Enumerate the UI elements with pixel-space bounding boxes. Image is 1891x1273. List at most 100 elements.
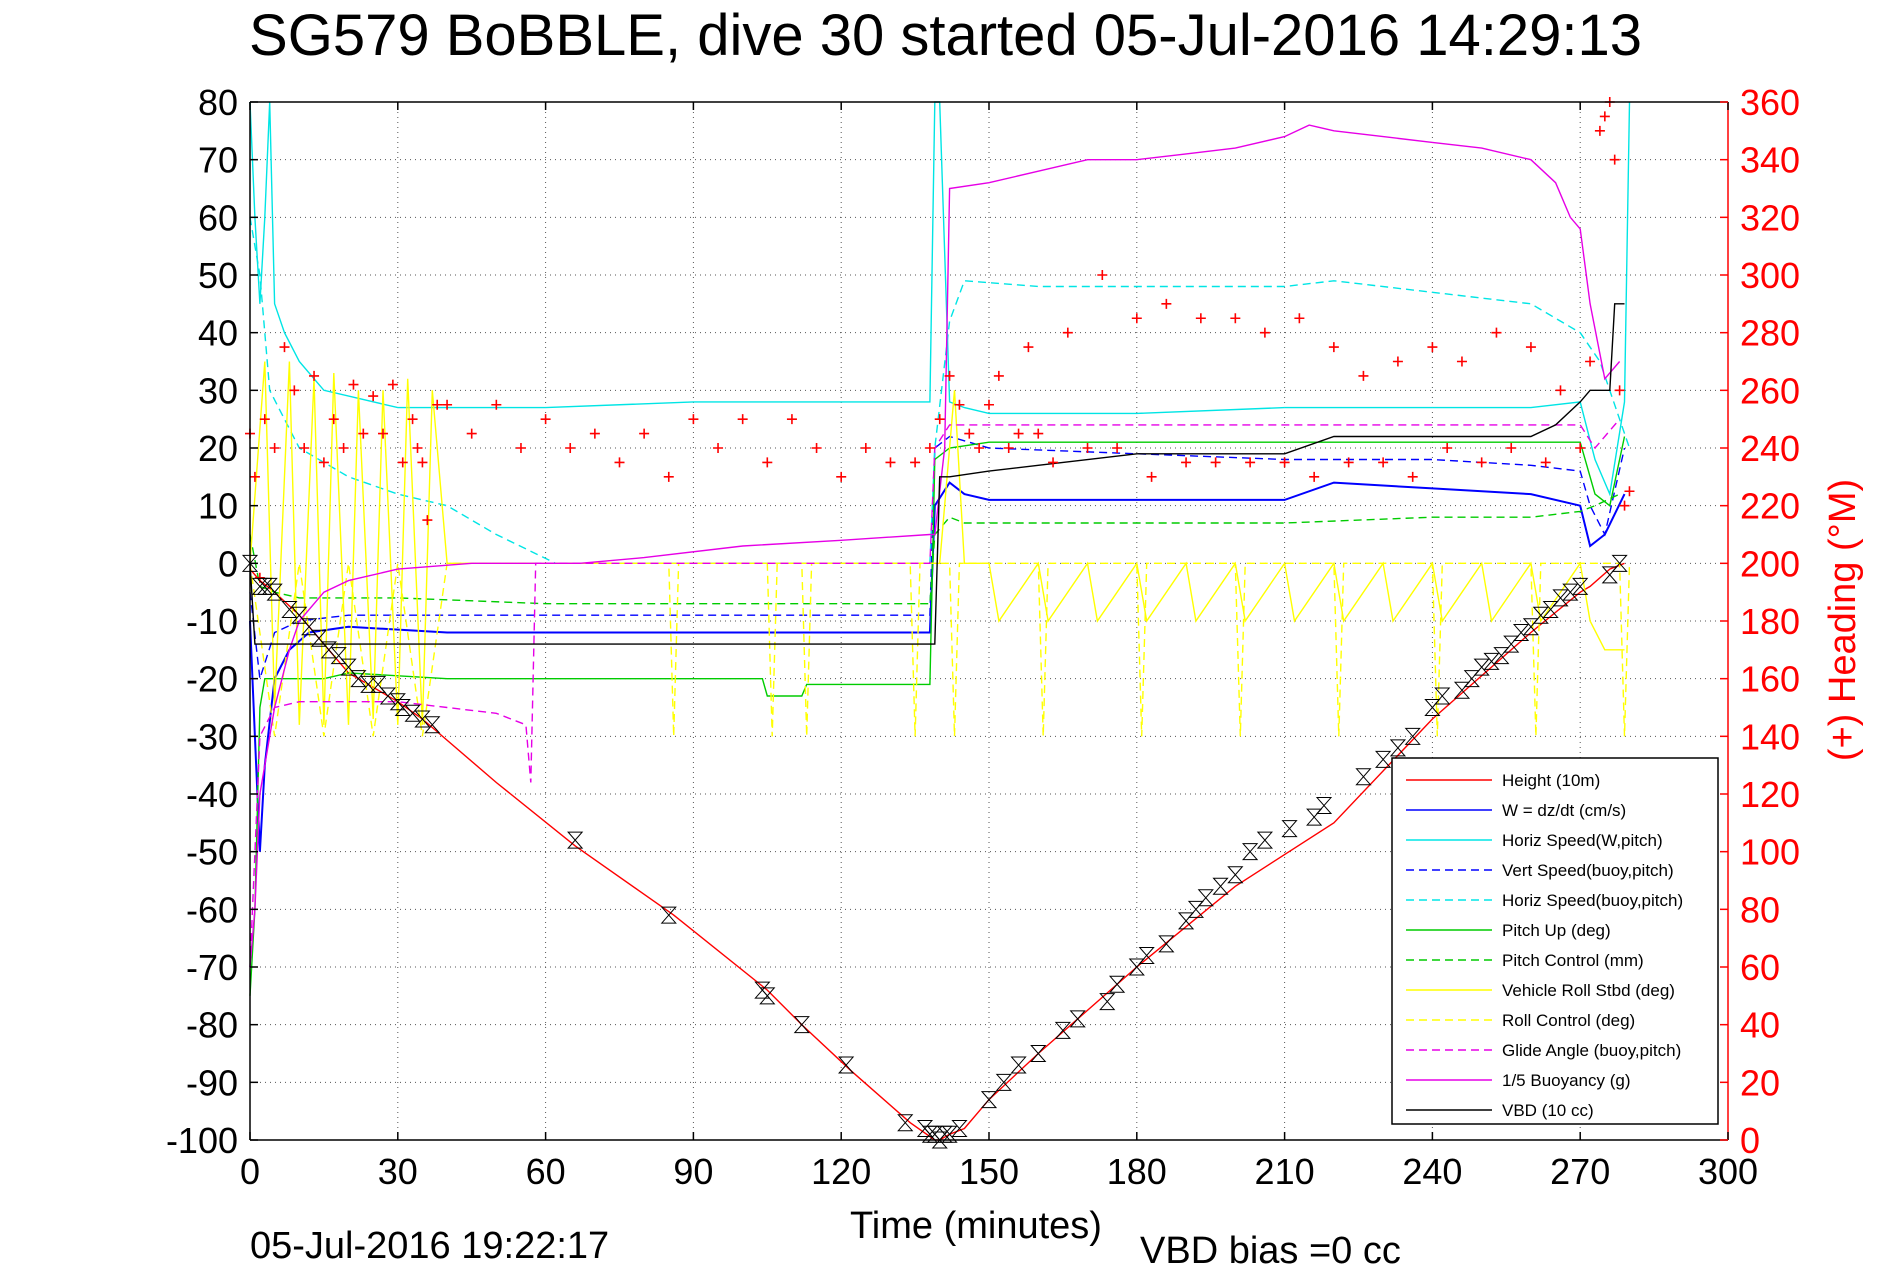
heading-marker xyxy=(1599,111,1610,122)
legend-entry: Glide Angle (buoy,pitch) xyxy=(1502,1041,1681,1060)
series-line xyxy=(249,436,1626,996)
legend-entry: Height (10m) xyxy=(1502,771,1600,790)
heading-marker xyxy=(318,457,329,468)
heading-marker xyxy=(1525,342,1536,353)
heading-marker xyxy=(378,428,389,439)
y2-tick-label: 200 xyxy=(1740,543,1800,584)
y2-tick-label: 220 xyxy=(1740,486,1800,527)
y2-tick-label: 40 xyxy=(1740,1005,1780,1046)
height-marker xyxy=(1404,727,1421,745)
heading-marker xyxy=(422,515,433,526)
height-marker xyxy=(394,699,411,716)
heading-marker xyxy=(1575,443,1586,453)
series-line xyxy=(249,435,1626,679)
heading-marker xyxy=(1131,313,1142,324)
heading-marker xyxy=(1392,356,1403,367)
y-tick-label: 0 xyxy=(218,543,238,584)
series-line xyxy=(249,493,1620,605)
heading-marker xyxy=(944,370,955,381)
heading-marker xyxy=(1585,356,1596,367)
height-marker xyxy=(1010,1056,1027,1074)
heading-marker xyxy=(412,443,423,453)
y-tick-label: 70 xyxy=(198,140,238,181)
chart-title: SG579 BoBBLE, dive 30 started 05-Jul-201… xyxy=(249,3,1642,68)
height-marker xyxy=(1227,866,1244,884)
height-marker xyxy=(1128,958,1145,976)
heading-marker xyxy=(737,414,748,425)
height-marker xyxy=(1542,600,1559,618)
height-marker xyxy=(350,670,367,688)
heading-marker xyxy=(924,443,935,453)
x-tick-label: 90 xyxy=(673,1151,713,1192)
height-marker xyxy=(1572,577,1589,595)
height-marker xyxy=(1212,877,1229,895)
y2-tick-label: 160 xyxy=(1740,659,1800,700)
heading-marker xyxy=(1491,327,1502,338)
heading-marker xyxy=(1279,457,1290,468)
heading-marker xyxy=(1358,370,1369,381)
height-marker xyxy=(1108,975,1126,993)
heading-marker xyxy=(663,471,674,482)
legend-entry: Pitch Control (mm) xyxy=(1502,951,1644,970)
x-tick-label: 150 xyxy=(959,1151,1019,1192)
height-marker xyxy=(1389,739,1407,757)
heading-marker xyxy=(993,370,1004,381)
x-tick-label: 270 xyxy=(1550,1151,1610,1192)
height-marker xyxy=(379,687,397,705)
legend-entry: Vert Speed(buoy,pitch) xyxy=(1502,861,1674,880)
y-tick-label: 20 xyxy=(198,428,238,469)
y2-tick-label: 180 xyxy=(1740,601,1800,642)
height-marker xyxy=(1054,1021,1072,1039)
heading-marker xyxy=(1062,327,1073,338)
heading-marker xyxy=(786,414,797,425)
height-marker xyxy=(995,1073,1012,1091)
y2-tick-label: 240 xyxy=(1740,428,1800,469)
heading-marker xyxy=(1476,457,1487,468)
y2-tick-label: 300 xyxy=(1740,255,1800,296)
heading-marker xyxy=(1112,443,1123,453)
legend-entry: Horiz Speed(buoy,pitch) xyxy=(1502,891,1683,910)
heading-marker xyxy=(1210,457,1221,468)
heading-marker xyxy=(860,443,871,453)
y-tick-label: -90 xyxy=(186,1062,238,1103)
heading-marker xyxy=(397,457,408,468)
y-tick-label: -50 xyxy=(186,832,238,873)
heading-marker xyxy=(762,457,773,468)
heading-marker xyxy=(348,379,359,390)
heading-marker xyxy=(1195,313,1206,324)
heading-marker xyxy=(811,443,822,453)
height-marker xyxy=(759,987,776,1005)
height-marker xyxy=(301,618,318,636)
y2-tick-label: 80 xyxy=(1740,889,1780,930)
series-line xyxy=(249,562,1631,737)
x-tick-label: 240 xyxy=(1402,1151,1462,1192)
height-marker xyxy=(793,1016,810,1034)
heading-marker xyxy=(309,370,320,381)
heading-marker xyxy=(1003,443,1014,453)
heading-marker xyxy=(387,379,398,390)
heading-marker xyxy=(407,414,418,425)
heading-marker xyxy=(1013,428,1024,439)
heading-marker xyxy=(910,457,921,468)
heading-marker xyxy=(1540,457,1551,468)
heading-marker xyxy=(1230,313,1241,324)
height-marker xyxy=(369,675,387,693)
heading-marker xyxy=(974,443,985,453)
heading-markers xyxy=(245,97,1635,583)
y-tick-label: -60 xyxy=(186,889,238,930)
height-marker xyxy=(1177,912,1195,930)
heading-marker xyxy=(1048,457,1059,468)
y2-tick-label: 260 xyxy=(1740,370,1800,411)
height-marker xyxy=(241,554,259,572)
height-marker xyxy=(1315,797,1333,815)
heading-marker xyxy=(491,399,502,410)
height-marker xyxy=(838,1056,855,1074)
heading-marker xyxy=(1624,486,1635,497)
y2-tick-label: 140 xyxy=(1740,716,1800,757)
heading-marker xyxy=(540,414,551,425)
heading-marker xyxy=(1407,471,1418,482)
heading-marker xyxy=(885,457,896,468)
x-axis-label: Time (minutes) xyxy=(850,1205,1102,1247)
series-line xyxy=(249,124,1621,968)
height-marker xyxy=(330,647,347,665)
